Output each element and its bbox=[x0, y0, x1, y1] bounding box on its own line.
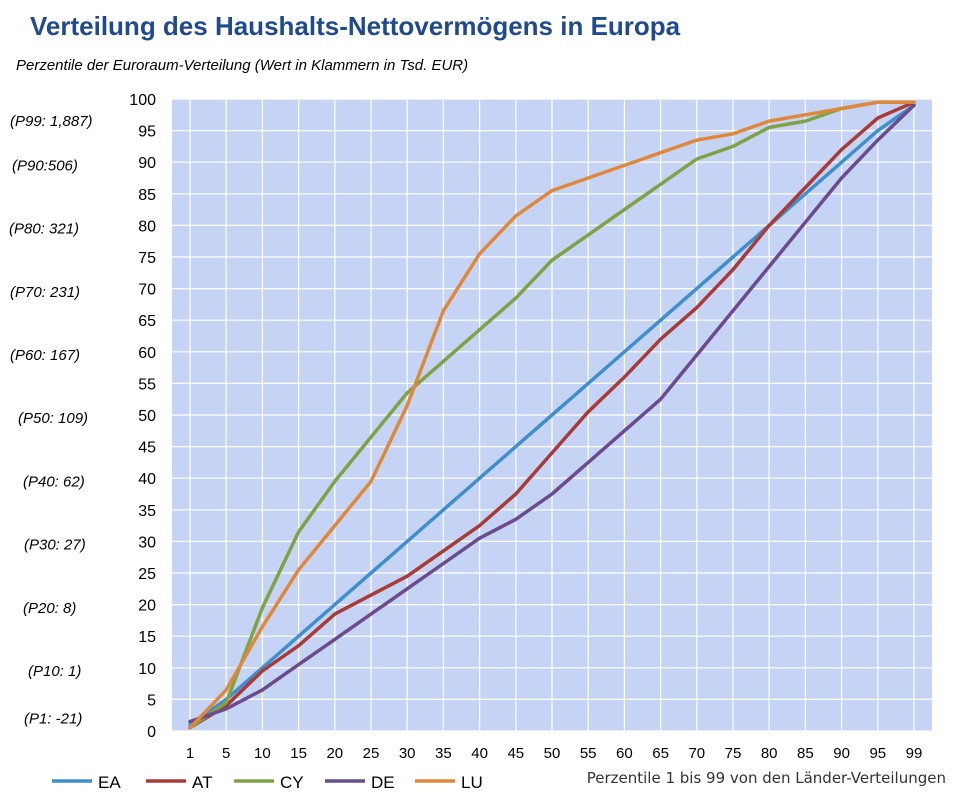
x-tick-label: 30 bbox=[399, 745, 416, 762]
y-tick-label: 10 bbox=[138, 661, 156, 678]
x-tick-label: 55 bbox=[580, 745, 597, 762]
y-tick-label: 30 bbox=[138, 534, 156, 551]
y-tick-label: 95 bbox=[138, 124, 156, 141]
percentile-label: (P10: 1) bbox=[28, 663, 81, 680]
y-tick-label: 80 bbox=[138, 218, 156, 235]
y-tick-label: 25 bbox=[138, 566, 156, 583]
x-tick-label: 99 bbox=[906, 745, 923, 762]
percentile-labels: (P99: 1,887) (P90:506) (P80: 321) (P70: 231… bbox=[9, 113, 93, 727]
legend-label-at: AT bbox=[192, 773, 212, 792]
horizontal-gridlines bbox=[172, 98, 932, 732]
y-axis-ticks: 0 5 10 15 20 25 30 35 40 45 50 55 60 65 70 75 80 85 90 95 10… bbox=[129, 92, 156, 741]
y-tick-label: 45 bbox=[138, 440, 156, 457]
series-line-de bbox=[188, 103, 916, 724]
x-tick-label: 50 bbox=[544, 745, 561, 762]
y-tick-label: 15 bbox=[138, 629, 156, 646]
x-tick-label: 85 bbox=[797, 745, 814, 762]
percentile-label: (P20: 8) bbox=[23, 600, 76, 617]
legend: EA AT CY DE LU bbox=[52, 773, 483, 792]
legend-label-lu: LU bbox=[461, 773, 483, 792]
x-tick-label: 90 bbox=[833, 745, 850, 762]
series-line-lu bbox=[188, 100, 916, 730]
percentile-label: (P40: 62) bbox=[23, 473, 85, 490]
x-tick-label: 60 bbox=[616, 745, 633, 762]
legend-label-de: DE bbox=[371, 773, 395, 792]
x-tick-label: 70 bbox=[688, 745, 705, 762]
series-line-cy bbox=[188, 100, 916, 730]
x-axis-label: Perzentile 1 bis 99 von den Länder-Verte… bbox=[587, 769, 946, 787]
y-tick-label: 5 bbox=[147, 692, 156, 709]
percentile-label: (P80: 321) bbox=[9, 221, 79, 238]
series-line-at bbox=[188, 100, 916, 730]
x-tick-label: 5 bbox=[222, 745, 230, 762]
percentile-label: (P30: 27) bbox=[24, 537, 86, 554]
x-tick-label: 15 bbox=[290, 745, 307, 762]
y-tick-label: 0 bbox=[147, 724, 156, 741]
y-tick-label: 100 bbox=[129, 92, 156, 109]
chart-title: Verteilung des Haushalts-Nettovermögens … bbox=[30, 11, 681, 41]
legend-label-cy: CY bbox=[280, 773, 304, 792]
x-tick-label: 35 bbox=[435, 745, 452, 762]
y-tick-label: 40 bbox=[138, 471, 156, 488]
y-tick-label: 20 bbox=[138, 598, 156, 615]
series-lines bbox=[188, 100, 916, 730]
y-tick-label: 50 bbox=[138, 408, 156, 425]
y-tick-label: 85 bbox=[138, 187, 156, 204]
y-tick-label: 65 bbox=[138, 313, 156, 330]
x-tick-label: 80 bbox=[761, 745, 778, 762]
x-tick-label: 10 bbox=[254, 745, 271, 762]
x-tick-label: 20 bbox=[326, 745, 343, 762]
y-tick-label: 75 bbox=[138, 250, 156, 267]
x-tick-label: 40 bbox=[471, 745, 488, 762]
series-line-ea bbox=[188, 103, 916, 727]
x-tick-label: 95 bbox=[869, 745, 886, 762]
y-tick-label: 60 bbox=[138, 345, 156, 362]
x-tick-label: 65 bbox=[652, 745, 669, 762]
x-tick-label: 1 bbox=[186, 745, 194, 762]
percentile-label: (P70: 231) bbox=[10, 284, 80, 301]
percentile-label: (P50: 109) bbox=[18, 410, 88, 427]
x-tick-label: 25 bbox=[363, 745, 380, 762]
legend-label-ea: EA bbox=[98, 773, 121, 792]
percentile-label: (P99: 1,887) bbox=[10, 113, 93, 130]
x-tick-label: 75 bbox=[725, 745, 742, 762]
y-tick-label: 55 bbox=[138, 376, 156, 393]
y-tick-label: 35 bbox=[138, 503, 156, 520]
y-tick-label: 90 bbox=[138, 155, 156, 172]
x-axis-ticks: 1 5 10 15 20 25 30 35 40 45 50 55 60 65 70 75 80 85 90 95 99 bbox=[186, 745, 923, 762]
y-tick-label: 70 bbox=[138, 282, 156, 299]
chart-subtitle: Perzentile der Euroraum-Verteilung (Wert… bbox=[16, 57, 468, 74]
percentile-label: (P60: 167) bbox=[10, 347, 80, 364]
percentile-label: (P90:506) bbox=[12, 157, 78, 174]
x-tick-label: 45 bbox=[507, 745, 524, 762]
percentile-label: (P1: -21) bbox=[24, 710, 82, 727]
